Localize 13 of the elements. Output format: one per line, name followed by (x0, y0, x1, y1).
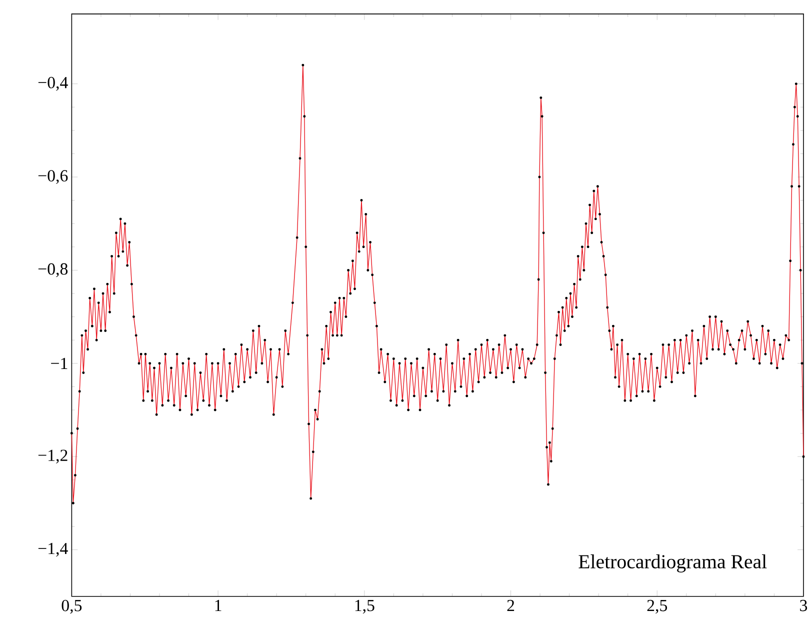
x-tick-label: 2 (507, 600, 514, 611)
x-tick-label: 1,5 (355, 600, 374, 614)
annotation: Eletrocardiograma Real (578, 554, 767, 572)
y-tick-label: −0,6 (38, 170, 68, 184)
x-tick-label: 0,5 (62, 600, 82, 614)
x-tick-label: 3 (800, 600, 808, 612)
y-tick-label: −1,2 (38, 450, 68, 464)
y-tick-label: −0,4 (38, 76, 68, 91)
x-tick-label: 1 (215, 600, 222, 611)
y-tick-label: −0,8 (38, 263, 68, 277)
y-tick-label: −1,4 (38, 542, 68, 557)
y-tick-label: −1 (51, 358, 68, 369)
x-tick-label: 2,5 (647, 600, 668, 614)
